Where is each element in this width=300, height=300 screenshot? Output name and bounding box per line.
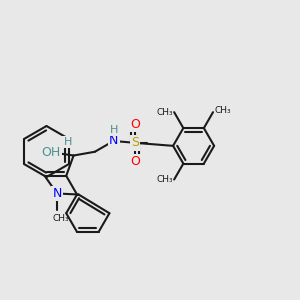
Text: CH₃: CH₃ — [156, 108, 173, 117]
Text: S: S — [131, 136, 139, 149]
Text: OH: OH — [41, 146, 61, 159]
Text: N: N — [109, 134, 118, 148]
Text: H: H — [110, 124, 118, 135]
Text: O: O — [130, 118, 140, 131]
Text: CH₃: CH₃ — [214, 106, 231, 115]
Text: N: N — [52, 187, 62, 200]
Text: O: O — [130, 155, 140, 168]
Text: CH₃: CH₃ — [52, 214, 69, 223]
Text: CH₃: CH₃ — [156, 175, 173, 184]
Text: H: H — [63, 137, 72, 147]
